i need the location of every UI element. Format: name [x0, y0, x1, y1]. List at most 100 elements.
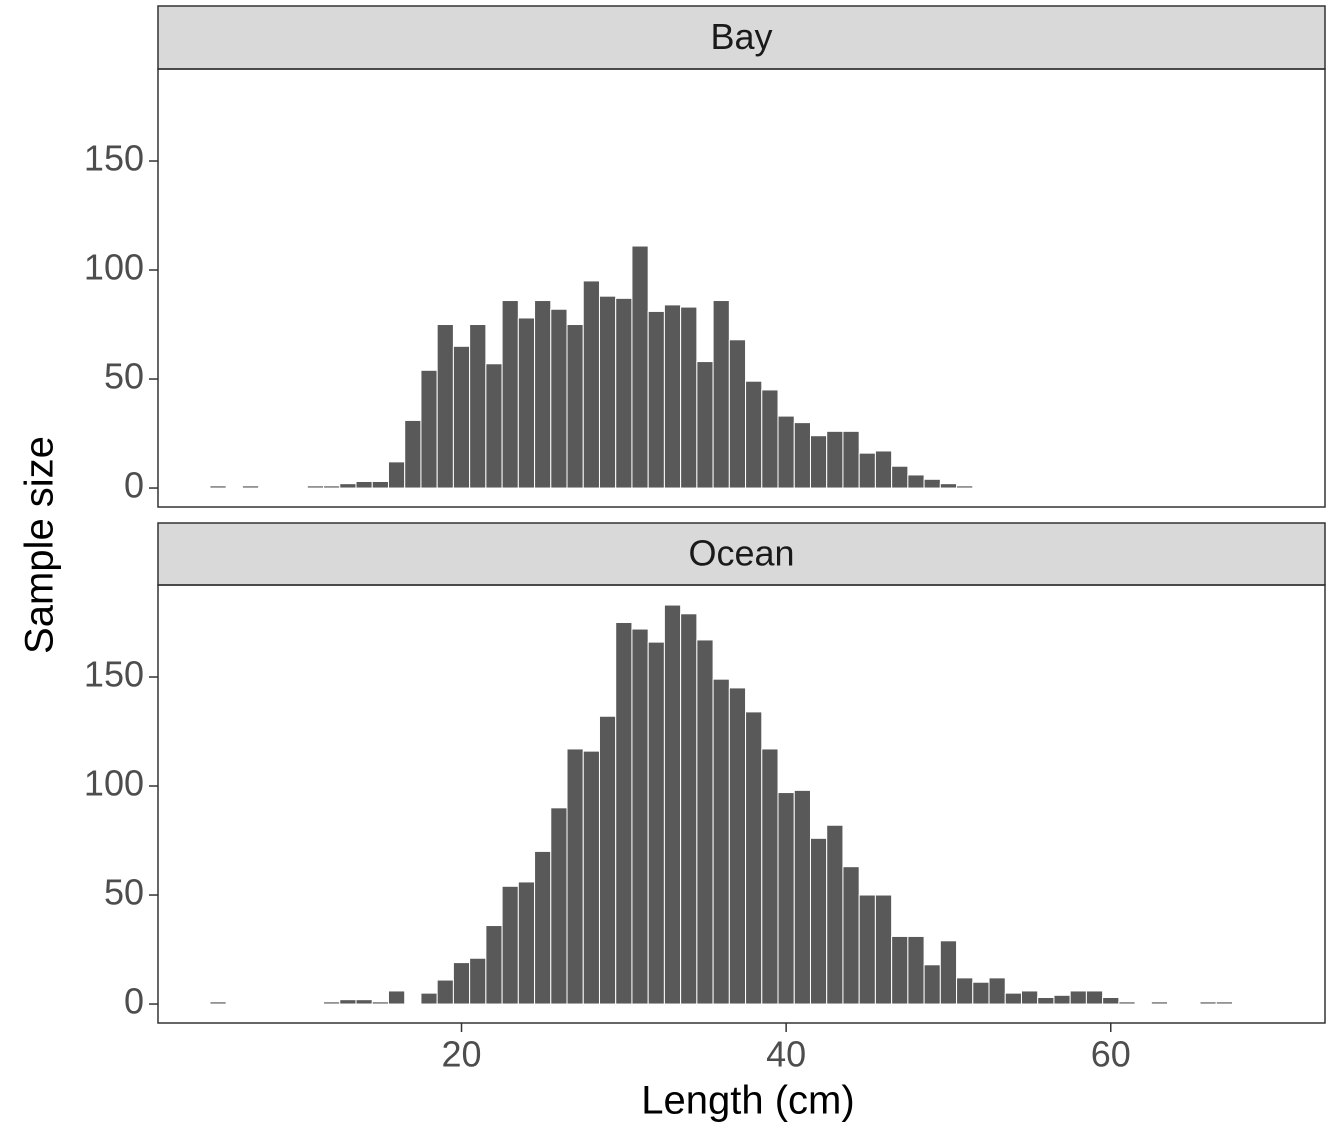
bar: [355, 999, 373, 1005]
bar: [631, 628, 649, 1005]
bar: [809, 435, 828, 489]
bar: [452, 345, 471, 489]
bar: [891, 935, 909, 1005]
x-tick-label: 60: [1091, 1034, 1131, 1075]
bar: [712, 300, 730, 489]
bar: [907, 474, 925, 489]
bar: [420, 369, 438, 489]
bar: [874, 450, 893, 489]
bar: [582, 280, 600, 489]
bar: [420, 992, 438, 1005]
bar: [680, 613, 698, 1005]
bar: [582, 750, 600, 1005]
bar: [1004, 992, 1022, 1005]
panel-border: [157, 584, 1326, 1024]
y-axis-label: Sample size: [18, 436, 62, 654]
x-tick-label: 40: [766, 1034, 806, 1075]
bar: [517, 317, 536, 489]
y-tick-label: 0: [124, 465, 144, 506]
bar: [761, 748, 779, 1005]
bar: [956, 977, 974, 1005]
bar: [728, 339, 747, 489]
bar: [339, 999, 357, 1005]
bar: [534, 300, 552, 489]
bar: [501, 300, 519, 489]
bar: [712, 678, 730, 1005]
bar: [550, 807, 568, 1005]
bar: [842, 866, 860, 1005]
bar: [452, 962, 471, 1005]
bar: [387, 990, 406, 1005]
bar: [387, 461, 406, 489]
bar: [858, 452, 876, 489]
bar: [826, 824, 844, 1005]
bar: [371, 1001, 389, 1005]
x-axis-label: Length (cm): [641, 1079, 854, 1123]
bar: [858, 894, 876, 1005]
bar: [469, 324, 487, 489]
bar: [1118, 1001, 1136, 1005]
bar: [874, 894, 893, 1005]
bar: [972, 981, 990, 1005]
bar: [550, 308, 568, 489]
y-tick-label: 150: [84, 138, 144, 179]
bar: [615, 621, 633, 1005]
bar: [615, 297, 633, 489]
bar: [323, 1001, 341, 1005]
bar: [663, 604, 682, 1005]
bar: [842, 430, 860, 489]
bar: [923, 478, 941, 489]
bar: [761, 389, 779, 489]
bar: [923, 964, 941, 1005]
bar: [598, 295, 617, 489]
y-tick-label: 50: [104, 872, 144, 913]
bar: [566, 748, 584, 1005]
bar: [728, 687, 747, 1005]
bar: [1102, 996, 1120, 1005]
bar: [517, 881, 536, 1005]
bar: [988, 977, 1006, 1005]
bar: [323, 485, 341, 489]
bar: [598, 715, 617, 1005]
bar: [891, 465, 909, 489]
bar: [371, 480, 389, 489]
bar: [809, 837, 828, 1005]
bar: [1037, 996, 1055, 1005]
bar: [485, 925, 503, 1005]
bar: [1069, 990, 1087, 1005]
y-tick-label: 50: [104, 356, 144, 397]
bar: [777, 792, 795, 1005]
panel-border: [157, 68, 1326, 508]
bar: [907, 935, 925, 1005]
bar: [647, 641, 665, 1005]
bar: [647, 310, 665, 489]
bar: [793, 789, 811, 1005]
bar: [306, 485, 325, 489]
y-tick-label: 100: [84, 763, 144, 804]
bar: [696, 361, 714, 489]
bar: [501, 885, 519, 1005]
bar: [404, 419, 422, 489]
bar: [1053, 994, 1071, 1005]
bar: [469, 957, 487, 1005]
bar: [939, 940, 958, 1005]
strip-title: Bay: [710, 16, 772, 57]
bar: [939, 483, 958, 489]
bar: [1199, 1001, 1217, 1005]
bar: [777, 415, 795, 489]
bar: [745, 380, 763, 489]
bar: [1215, 1001, 1233, 1005]
x-tick-label: 20: [441, 1034, 481, 1075]
bar: [209, 485, 227, 489]
bar: [793, 422, 811, 489]
y-tick-label: 100: [84, 247, 144, 288]
bar: [566, 324, 584, 489]
bar: [1085, 990, 1104, 1005]
bar: [1150, 1001, 1169, 1005]
bar: [680, 306, 698, 489]
bar: [534, 850, 552, 1005]
bar: [956, 485, 974, 489]
bar: [631, 245, 649, 489]
y-tick-label: 150: [84, 654, 144, 695]
